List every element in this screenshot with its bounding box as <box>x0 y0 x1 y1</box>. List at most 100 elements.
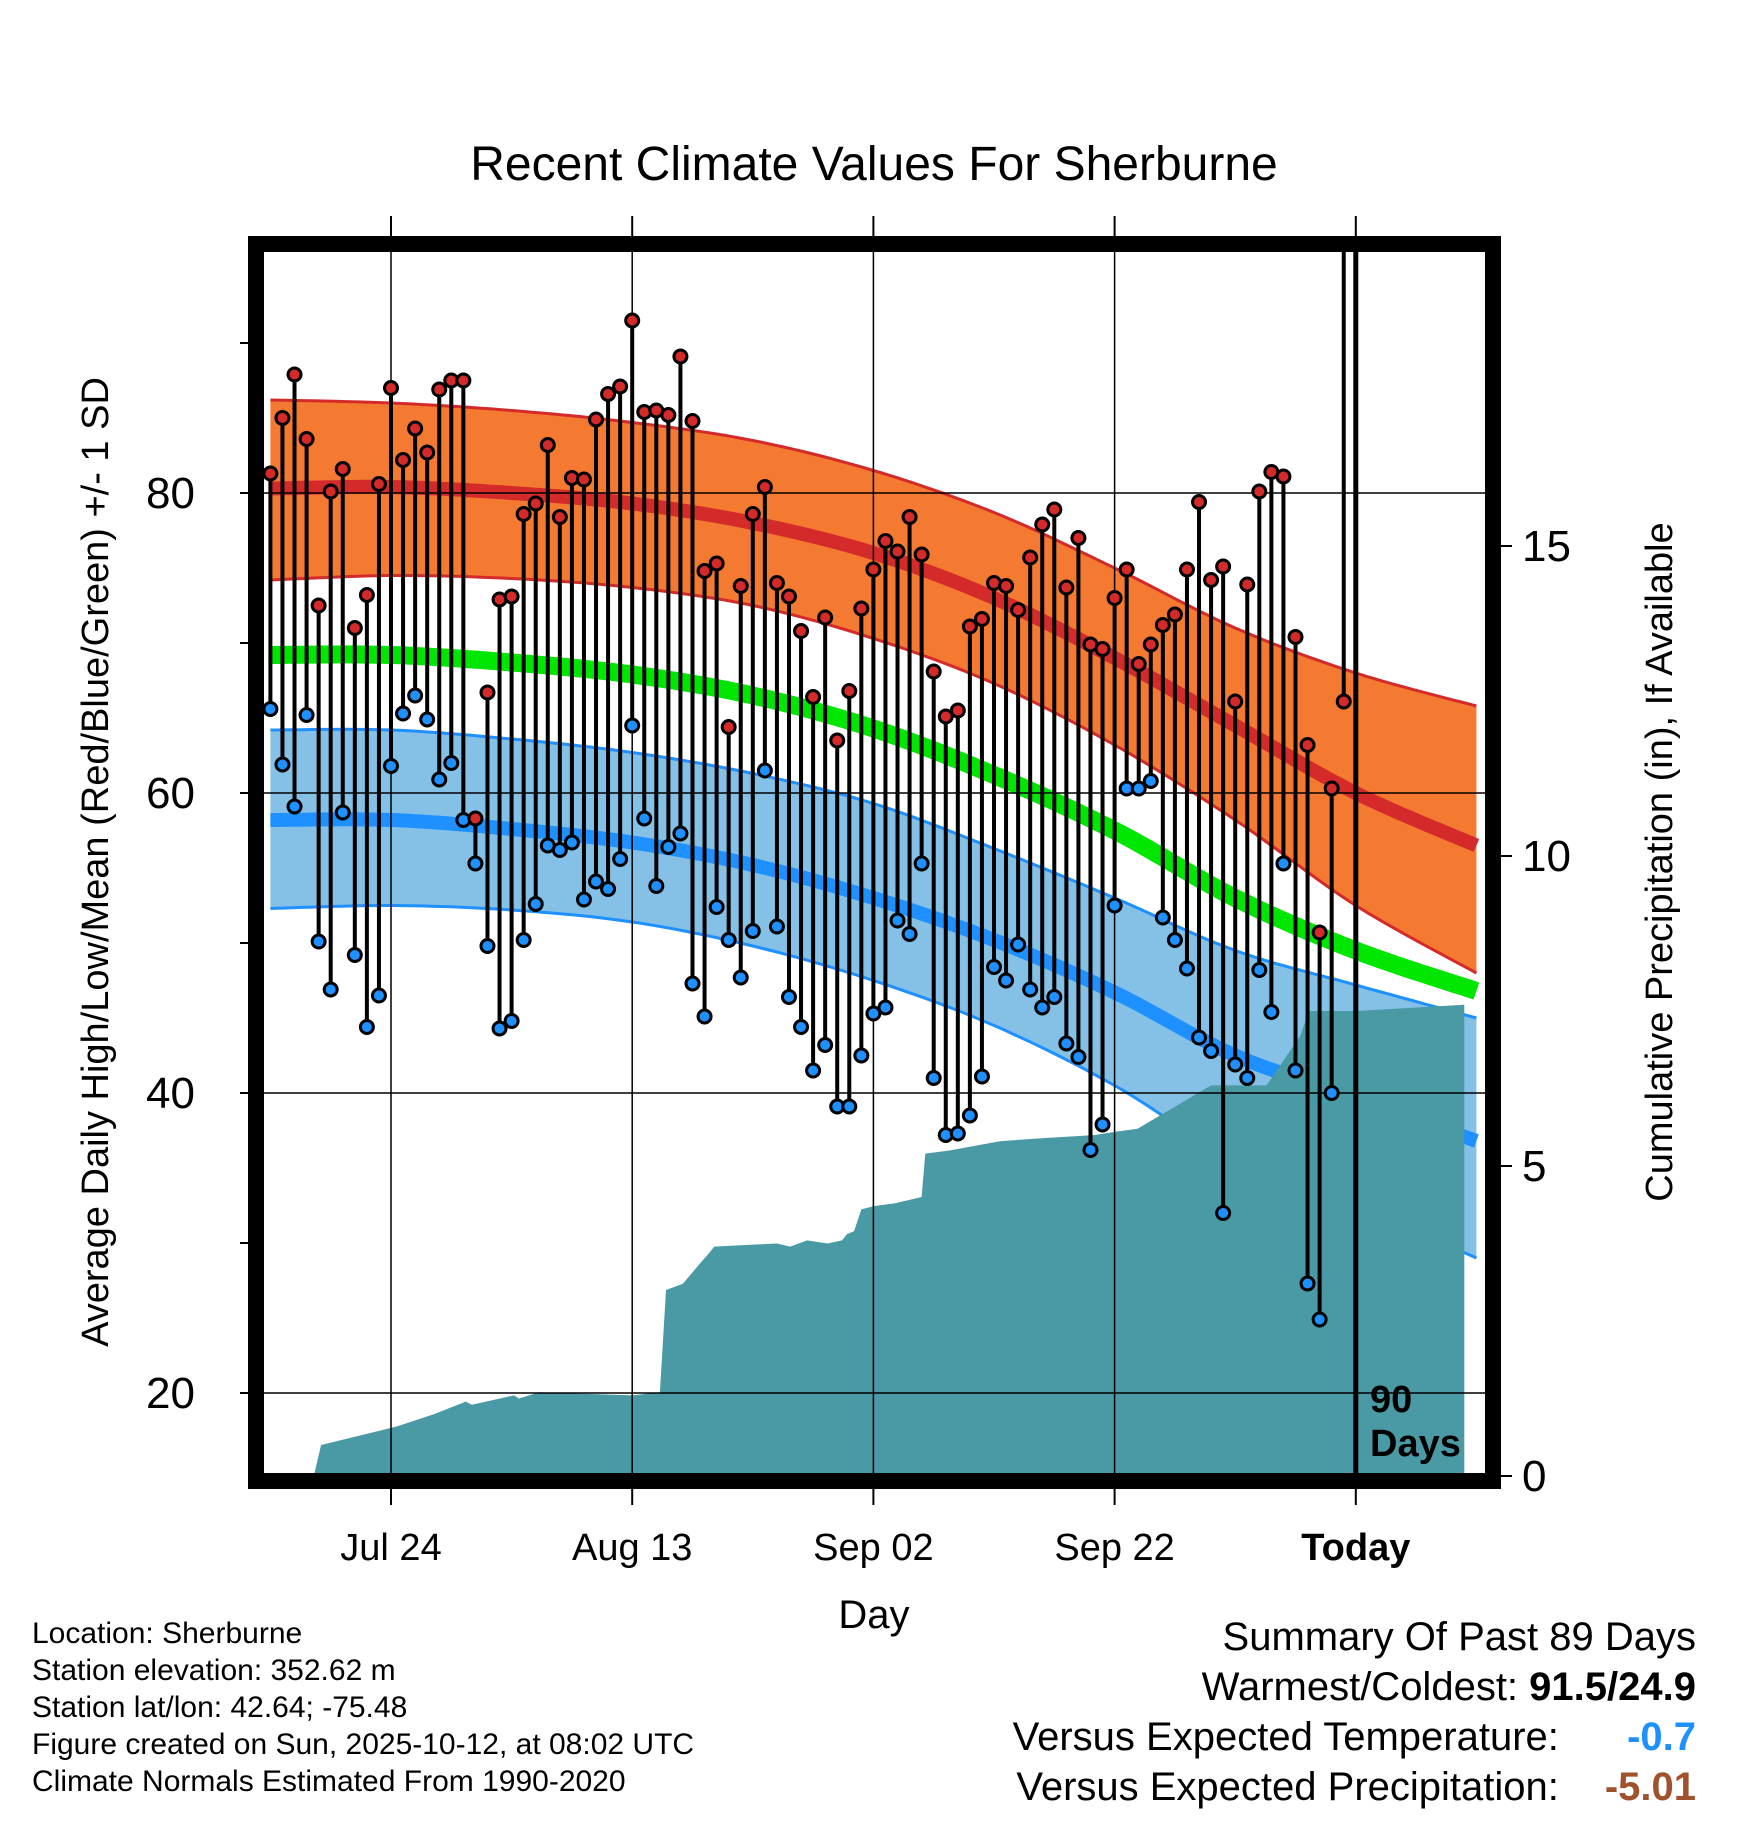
observed-low-point <box>431 771 448 788</box>
observed-low-point <box>1022 981 1039 998</box>
observed-low-point <box>1070 1049 1087 1065</box>
observed-low-point <box>286 798 303 815</box>
observed-low-point <box>720 932 737 948</box>
observed-low-point <box>612 851 629 867</box>
observed-high-point <box>1191 494 1208 510</box>
normals-source-text: Climate Normals Estimated From 1990-2020 <box>32 1765 626 1798</box>
observed-low-point <box>1106 897 1123 914</box>
summary-precipitation: Versus Expected Precipitation: -5.01 <box>1013 1762 1696 1812</box>
observed-low-point <box>780 989 797 1005</box>
observed-low-point <box>588 873 605 890</box>
observed-high-point <box>551 509 568 525</box>
observed-low-point <box>1178 960 1195 977</box>
x-tick-label: Sep 02 <box>813 1527 933 1569</box>
observed-high-point <box>913 546 930 563</box>
observed-high-point <box>1335 693 1352 710</box>
observed-low-point <box>998 972 1015 989</box>
x-tick-label: Jul 24 <box>340 1527 441 1569</box>
observed-high-point <box>539 437 556 453</box>
observed-low-point <box>1239 1070 1256 1086</box>
observed-high-point <box>720 719 737 735</box>
observed-low-point <box>660 839 677 855</box>
observed-low-point <box>1299 1275 1316 1292</box>
observed-high-point <box>1034 516 1051 533</box>
observed-high-point <box>1130 656 1147 672</box>
observed-low-point <box>274 756 291 773</box>
observed-low-point <box>624 717 641 734</box>
observed-high-point <box>768 575 785 591</box>
observed-high-point <box>1311 924 1328 941</box>
observed-low-point <box>853 1047 870 1064</box>
observed-low-point <box>503 1013 520 1029</box>
observed-high-point <box>310 597 327 614</box>
observed-low-point <box>515 932 532 948</box>
observed-high-point <box>1118 561 1135 578</box>
observed-high-point <box>925 663 942 680</box>
observed-low-point <box>1287 1062 1304 1079</box>
observed-low-point <box>744 923 761 939</box>
observed-low-point <box>841 1098 858 1115</box>
observed-low-point <box>1311 1311 1328 1328</box>
observed-low-point <box>334 804 351 821</box>
observations <box>262 250 1359 1475</box>
observed-high-point <box>684 413 701 429</box>
x-tick-label: Today <box>1301 1527 1410 1569</box>
observed-high-point <box>455 372 472 389</box>
observed-low-point <box>262 701 279 717</box>
observed-high-point <box>841 683 858 699</box>
observed-low-point <box>949 1125 966 1142</box>
observed-high-point <box>358 587 375 603</box>
observed-high-point <box>575 471 592 488</box>
observed-low-point <box>1142 773 1159 789</box>
observed-low-point <box>1058 1035 1075 1052</box>
observed-high-point <box>973 611 990 627</box>
observed-low-point <box>575 891 592 908</box>
observed-high-point <box>1178 561 1195 578</box>
observed-high-point <box>877 533 894 549</box>
observed-low-point <box>298 707 315 723</box>
observed-high-point <box>624 312 641 329</box>
observed-high-point <box>1094 641 1111 657</box>
observed-high-point <box>1251 483 1268 500</box>
observed-high-point <box>1142 636 1159 653</box>
observed-low-point <box>563 834 580 851</box>
observed-high-point <box>527 495 544 512</box>
precipitation-area <box>314 1004 1465 1475</box>
observed-high-point <box>1299 737 1316 753</box>
observed-low-point <box>732 969 749 986</box>
observed-low-point <box>467 855 484 872</box>
observed-high-point <box>817 609 834 626</box>
observed-high-point <box>780 588 797 605</box>
observed-low-point <box>805 1062 822 1079</box>
observed-high-point <box>588 411 605 428</box>
summary-heading: Summary Of Past 89 Days <box>1222 1615 1696 1659</box>
observed-low-point <box>1166 932 1183 948</box>
observed-low-point <box>1082 1142 1099 1158</box>
observed-high-point <box>286 366 303 383</box>
x-tick-label: Sep 22 <box>1054 1527 1174 1569</box>
observed-high-point <box>829 732 846 749</box>
y2-axis-label: Cumulative Precipitation (in), If Availa… <box>1639 522 1681 1201</box>
observed-high-point <box>1106 590 1123 606</box>
observed-low-point <box>1275 855 1292 872</box>
observed-high-point <box>612 378 629 395</box>
observed-low-point <box>1094 1116 1111 1133</box>
precipitation-value: -5.01 <box>1604 1765 1696 1809</box>
observed-low-point <box>986 959 1002 975</box>
observed-low-point <box>817 1037 834 1053</box>
observed-low-point <box>925 1070 942 1086</box>
observed-low-point <box>961 1107 978 1124</box>
observed-high-point <box>1154 617 1171 633</box>
observed-low-point <box>1191 1029 1208 1046</box>
observed-low-point <box>358 1019 375 1035</box>
y-tick-label: 20 <box>146 1369 195 1418</box>
observed-high-point <box>274 410 291 426</box>
observed-low-point <box>684 975 701 992</box>
observed-low-point <box>1323 1085 1340 1101</box>
summary-temperature: Versus Expected Temperature: -0.7 <box>1013 1712 1696 1762</box>
observed-high-point <box>1058 579 1075 596</box>
observed-high-point <box>395 452 412 468</box>
observed-low-point <box>1227 1056 1244 1073</box>
observed-high-point <box>805 689 822 705</box>
observed-high-point <box>1239 576 1256 593</box>
